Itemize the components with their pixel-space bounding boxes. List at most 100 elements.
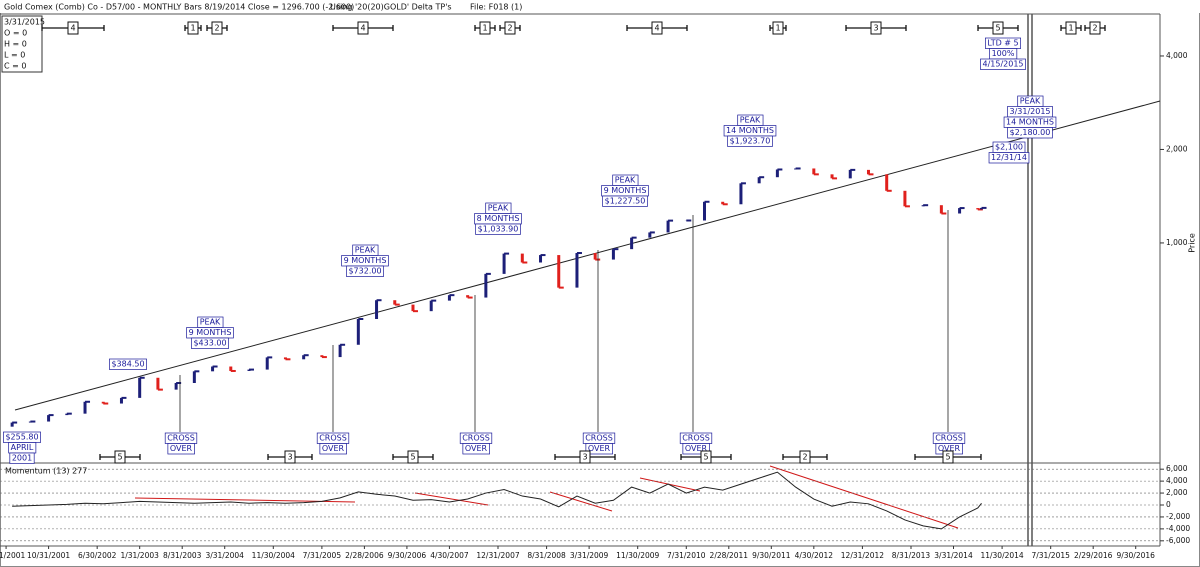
cycle-marker: 5 (392, 450, 434, 464)
x-tick-label: 8/31/2003 (163, 551, 202, 560)
price-bar (83, 400, 91, 414)
cycle-marker: 1 (769, 21, 787, 35)
price-bar (247, 368, 255, 371)
y-tick-label: 2,000 (1166, 144, 1188, 153)
x-tick-label: 4/30/2012 (795, 551, 834, 560)
cycle-marker: 1 (474, 21, 496, 35)
price-bar (794, 167, 801, 170)
cycle-label: 4 (654, 24, 659, 33)
cycle-box (479, 21, 491, 35)
annotation-box (980, 58, 1026, 70)
annotation-text: OVER (685, 444, 708, 453)
y-tick-label: 0 (1166, 500, 1171, 509)
x-tick-label: 11/30/2009 (616, 551, 659, 560)
annotation-text: CROSS (585, 434, 613, 443)
price-bar (757, 176, 765, 184)
price-bar (611, 248, 619, 260)
cycle-box (1065, 21, 1077, 35)
x-tick-label: 4/30/2007 (430, 551, 469, 560)
y-tick-label: 6,000 (1166, 464, 1188, 473)
cycle-box (187, 21, 199, 35)
cycle-box (870, 21, 882, 35)
price-bar (630, 236, 637, 250)
annotation-box (109, 358, 147, 370)
y-tick-label: -6,000 (1166, 536, 1190, 545)
header-bar (0, 0, 1200, 13)
annotation-text: 2001 (12, 454, 32, 463)
annotation-text: CROSS (935, 434, 963, 443)
cycle-marker: 2 (206, 21, 228, 35)
price-bar (265, 356, 273, 370)
cycle-box (942, 450, 954, 464)
x-tick-label: 7/31/2010 (667, 551, 706, 560)
x-tick-label: 3/31/2004 (205, 551, 244, 560)
price-bar (721, 201, 728, 206)
cycle-marker: 5 (680, 450, 732, 464)
annotation-text: 9 MONTHS (189, 328, 232, 337)
annotation-box (727, 135, 773, 147)
info-box (1, 15, 43, 73)
cycle-box (357, 21, 369, 35)
annotation-text: OVER (170, 444, 193, 453)
y-tick-label: 4,000 (1166, 476, 1188, 485)
price-bar (302, 354, 309, 360)
y-tick-label: 2,000 (1166, 488, 1188, 497)
annotation-box (1007, 127, 1053, 139)
annotation-text: CROSS (167, 434, 195, 443)
price-bar (411, 304, 418, 313)
annotation-text: PEAK (488, 204, 509, 213)
x-tick-label: 3/31/2001 (0, 551, 26, 560)
price-bar (703, 200, 710, 221)
price-bar (502, 252, 510, 274)
annotation-box (462, 443, 490, 455)
price-bar (939, 205, 947, 215)
cycle-box (1089, 21, 1101, 35)
cycle-marker: 4 (626, 21, 688, 35)
annotation-text: CROSS (682, 434, 710, 443)
x-tick-label: 11/30/2004 (252, 551, 295, 560)
y-tick-label: -4,000 (1166, 524, 1190, 533)
annotation-text: $1,033.90 (478, 225, 519, 234)
trendline (414, 492, 489, 506)
annotation-text: CROSS (462, 434, 490, 443)
x-tick-label: 12/31/2007 (476, 551, 519, 560)
annotation-text: 8 MONTHS (477, 214, 520, 223)
annotation-text: $255.80 (5, 433, 38, 442)
cycle-label: 2 (1092, 24, 1097, 33)
price-bar (666, 219, 674, 233)
price-bar (557, 255, 564, 289)
annotation-box (167, 443, 195, 455)
annotation-text: OVER (465, 444, 488, 453)
price-bar (229, 366, 236, 372)
annotation-text: OVER (588, 444, 611, 453)
cycle-label: 5 (995, 24, 1000, 33)
cycle-box (799, 450, 811, 464)
price-bar (739, 182, 746, 205)
trendline (769, 465, 959, 529)
cycle-box (579, 450, 591, 464)
price-bar (393, 300, 400, 306)
annotation-text: LTD # 5 (987, 39, 1018, 48)
price-bar (648, 231, 655, 238)
annotation-text: OVER (938, 444, 961, 453)
annotation-text: OVER (322, 444, 345, 453)
y-axis-label: Price (1188, 233, 1197, 253)
header-using: Using '20(20)GOLD' Delta TP's (330, 3, 452, 12)
price-bar (65, 412, 72, 416)
price-bar (10, 421, 18, 427)
x-tick-label: 9/30/2016 (1116, 551, 1155, 560)
cycle-label: 4 (360, 24, 365, 33)
cycle-label: 5 (945, 453, 950, 462)
price-bar (775, 168, 783, 178)
cycle-marker: 1 (184, 21, 202, 35)
price-bar (921, 204, 929, 207)
annotation-text: $433.00 (193, 339, 226, 348)
cycle-marker: 5 (99, 450, 141, 464)
